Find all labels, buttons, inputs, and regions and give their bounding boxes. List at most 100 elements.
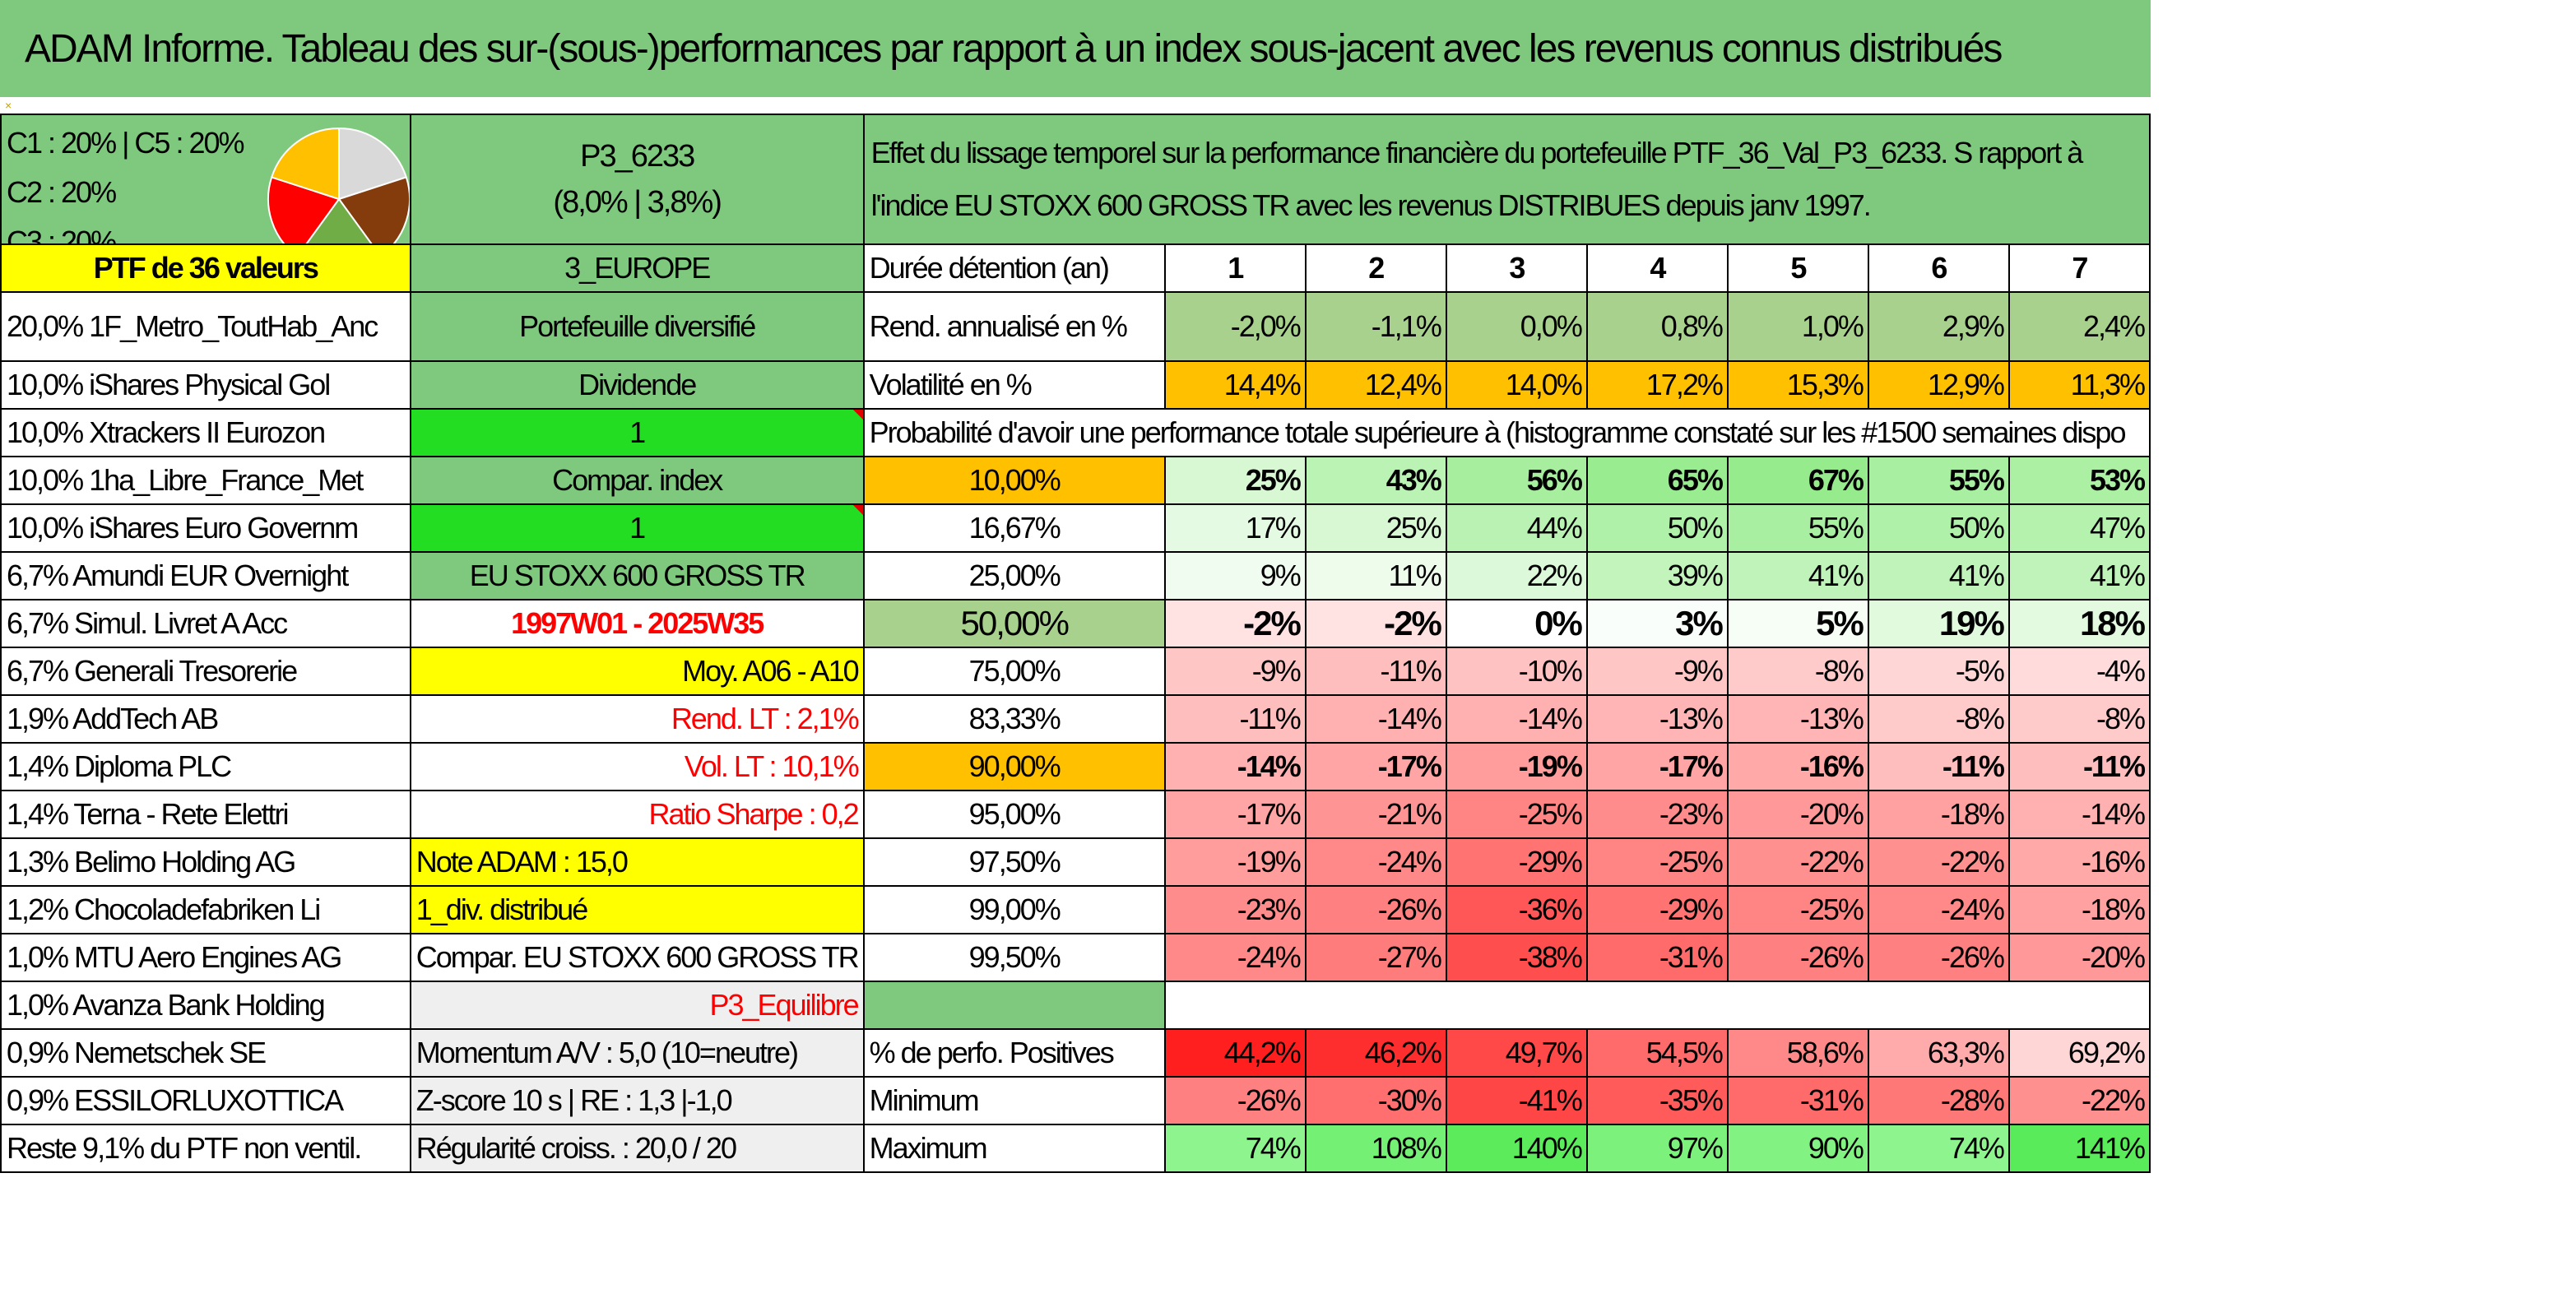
table-row: 1,0% MTU Aero Engines AG Compar. EU STOXX… bbox=[0, 933, 2151, 982]
proba-value: -22% bbox=[1867, 837, 2010, 887]
proba-value: 25% bbox=[1304, 503, 1447, 553]
proba-value: 55% bbox=[1867, 456, 2010, 505]
year-header: 7 bbox=[2007, 243, 2151, 293]
proba-value: -2% bbox=[1304, 599, 1447, 648]
pie-legend: C1 : 20% | C5 : 20%C2 : 20%C3 : 20%C4 : … bbox=[7, 118, 245, 244]
proba-value: -24% bbox=[1304, 837, 1447, 887]
proba-value: 39% bbox=[1585, 551, 1729, 600]
vol-value: 17,2% bbox=[1585, 360, 1729, 410]
compar-full: Compar. EU STOXX 600 GROSS TR bbox=[409, 933, 865, 982]
proba-value: 25% bbox=[1163, 456, 1307, 505]
table-row: 1,4% Terna - Rete Elettri Ratio Sharpe : … bbox=[0, 790, 2151, 839]
proba-value: -19% bbox=[1163, 837, 1307, 887]
proba-value: 41% bbox=[1726, 551, 1869, 600]
rend-value: 2,4% bbox=[2007, 291, 2151, 362]
proba-value: -10% bbox=[1445, 647, 1588, 696]
proba-label: Probabilité d'avoir une performance tota… bbox=[862, 408, 2151, 457]
maximum-value: 97% bbox=[1585, 1124, 1729, 1173]
zscore: Z-score 10 s | RE : 1,3 |-1,0 bbox=[409, 1076, 865, 1125]
table-row: 10,0% Xtrackers II Eurozon 1 Probabilité d… bbox=[0, 408, 2151, 457]
proba-value: -9% bbox=[1163, 647, 1307, 696]
proba-value: -17% bbox=[1163, 790, 1307, 839]
holding-name: 6,7% Amundi EUR Overnight bbox=[0, 551, 411, 600]
ratio-sharpe: Ratio Sharpe : 0,2 bbox=[409, 790, 865, 839]
proba-value: 18% bbox=[2007, 599, 2151, 648]
proba-value: -14% bbox=[1304, 694, 1447, 744]
rend-value: 1,0% bbox=[1726, 291, 1869, 362]
table-row: 10,0% iShares Physical Gol Dividende Volat… bbox=[0, 360, 2151, 410]
table-row: 1,9% AddTech AB Rend. LT : 2,1% 83,33% -11%… bbox=[0, 694, 2151, 744]
holding-name: 10,0% Xtrackers II Eurozon bbox=[0, 408, 411, 457]
quantile-level: 83,33% bbox=[862, 694, 1166, 744]
proba-value: 5% bbox=[1726, 599, 1869, 648]
proba-value: -23% bbox=[1585, 790, 1729, 839]
header-row: C1 : 20% | C5 : 20%C2 : 20%C3 : 20%C4 : … bbox=[0, 114, 2151, 245]
proba-value: 41% bbox=[1867, 551, 2010, 600]
proba-value: -38% bbox=[1445, 933, 1588, 982]
dividend-label: Dividende bbox=[409, 360, 865, 410]
quantile-level: 25,00% bbox=[862, 551, 1166, 600]
proba-value: 44% bbox=[1445, 503, 1588, 553]
quantile-level: 10,00% bbox=[862, 456, 1166, 505]
table-row: 1,0% Avanza Bank Holding P3_Equilibre bbox=[0, 981, 2151, 1030]
holding-name: 0,9% ESSILORLUXOTTICA bbox=[0, 1076, 411, 1125]
quantile-level: 16,67% bbox=[862, 503, 1166, 553]
maximum-value: 90% bbox=[1726, 1124, 1869, 1173]
vol-label: Volatilité en % bbox=[862, 360, 1166, 410]
note-adam: Note ADAM : 15,0 bbox=[409, 837, 865, 887]
holding-name: 10,0% iShares Euro Governm bbox=[0, 503, 411, 553]
holding-name: 1,9% AddTech AB bbox=[0, 694, 411, 744]
positive-value: 54,5% bbox=[1585, 1028, 1729, 1078]
proba-value: -5% bbox=[1867, 647, 2010, 696]
proba-value: -24% bbox=[1867, 885, 2010, 934]
proba-value: -18% bbox=[1867, 790, 2010, 839]
proba-value: -14% bbox=[2007, 790, 2151, 839]
momentum: Momentum A/V : 5,0 (10=neutre) bbox=[409, 1028, 865, 1078]
positive-value: 69,2% bbox=[2007, 1028, 2151, 1078]
proba-value: -24% bbox=[1163, 933, 1307, 982]
pie-slice-c5 bbox=[270, 127, 340, 201]
vol-value: 15,3% bbox=[1726, 360, 1869, 410]
div-distribue: 1_div. distribué bbox=[409, 885, 865, 934]
vol-value: 14,4% bbox=[1163, 360, 1307, 410]
table-row: 10,0% 1ha_Libre_France_Met Compar. index 1… bbox=[0, 456, 2151, 505]
proba-value: 9% bbox=[1163, 551, 1307, 600]
minimum-value: -26% bbox=[1163, 1076, 1307, 1125]
vol-lt: Vol. LT : 10,1% bbox=[409, 742, 865, 791]
positive-value: 46,2% bbox=[1304, 1028, 1447, 1078]
positive-value: 63,3% bbox=[1867, 1028, 2010, 1078]
proba-value: -26% bbox=[1726, 933, 1869, 982]
holding-name: 1,0% MTU Aero Engines AG bbox=[0, 933, 411, 982]
year-header: 6 bbox=[1867, 243, 2010, 293]
proba-value: -36% bbox=[1445, 885, 1588, 934]
proba-value: 53% bbox=[2007, 456, 2151, 505]
pie-legend-item: C3 : 20% bbox=[7, 225, 117, 244]
rend-label: Rend. annualisé en % bbox=[862, 291, 1166, 362]
positive-value: 49,7% bbox=[1445, 1028, 1588, 1078]
proba-value: 67% bbox=[1726, 456, 1869, 505]
holding-name: 20,0% 1F_Metro_ToutHab_Anc bbox=[0, 291, 411, 362]
proba-value: 43% bbox=[1304, 456, 1447, 505]
minimum-value: -22% bbox=[2007, 1076, 2151, 1125]
portfolio-code: P3_6233 bbox=[580, 139, 695, 174]
proba-value: -31% bbox=[1585, 933, 1729, 982]
year-header: 3 bbox=[1445, 243, 1588, 293]
rend-value: -1,1% bbox=[1304, 291, 1447, 362]
proba-value: -25% bbox=[1585, 837, 1729, 887]
rend-lt: Rend. LT : 2,1% bbox=[409, 694, 865, 744]
proba-value: -20% bbox=[1726, 790, 1869, 839]
maximum-label: Maximum bbox=[862, 1124, 1166, 1173]
holding-name: 1,4% Terna - Rete Elettri bbox=[0, 790, 411, 839]
vol-value: 12,4% bbox=[1304, 360, 1447, 410]
proba-value: -17% bbox=[1585, 742, 1729, 791]
holding-name: 1,0% Avanza Bank Holding bbox=[0, 981, 411, 1030]
compar-value: 1 bbox=[409, 503, 865, 553]
proba-value: -22% bbox=[1726, 837, 1869, 887]
proba-value: -23% bbox=[1163, 885, 1307, 934]
proba-value: 56% bbox=[1445, 456, 1588, 505]
proba-value: 50% bbox=[1585, 503, 1729, 553]
duree-label: Durée détention (an) bbox=[862, 243, 1166, 293]
portfolio-perf: (8,0% | 3,8%) bbox=[553, 185, 722, 220]
proba-value: 0% bbox=[1445, 599, 1588, 648]
proba-value: -14% bbox=[1163, 742, 1307, 791]
